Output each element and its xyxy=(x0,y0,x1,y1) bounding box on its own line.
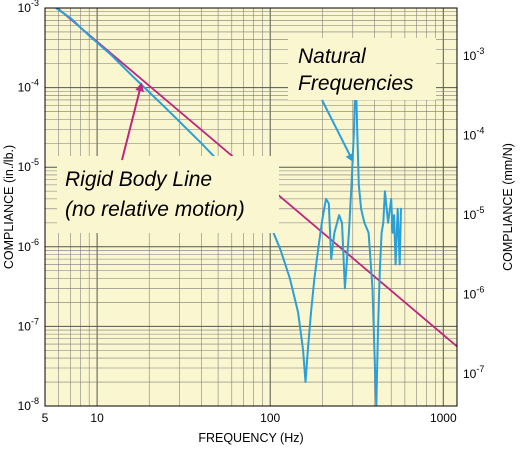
annotation-text: (no relative motion) xyxy=(65,198,245,221)
left-tick-label: 10-4 xyxy=(18,78,39,95)
plot-frame xyxy=(44,7,458,407)
annotation-text: Rigid Body Line xyxy=(65,168,212,191)
annotation-text: Frequencies xyxy=(298,72,414,95)
x-axis-title: FREQUENCY (Hz) xyxy=(198,431,303,445)
left-tick-label: 10-5 xyxy=(18,157,39,174)
annotation-arrow xyxy=(321,99,354,163)
right-tick-label: 10-5 xyxy=(463,205,484,222)
x-tick-label: 5 xyxy=(42,411,49,425)
x-tick-label: 100 xyxy=(260,411,280,425)
x-tick-label: 10 xyxy=(90,411,104,425)
annotations: Rigid Body Line (no relative motion) Natur… xyxy=(57,38,436,233)
left-tick-label: 10-6 xyxy=(18,237,39,254)
left-tick-label: 10-8 xyxy=(18,396,39,413)
x-tick-label: 1000 xyxy=(430,411,457,425)
tick-labels: 5 10 100 1000 10-3 10-4 10-5 10-6 10-7 10-8 10-3 10… xyxy=(18,0,485,425)
y-axis-title-right: COMPLIANCE (mm/N) xyxy=(501,143,515,271)
y-axis-title-left: COMPLIANCE (in./lb.) xyxy=(2,145,16,269)
left-tick-label: 10-3 xyxy=(18,0,39,15)
right-tick-label: 10-3 xyxy=(463,46,484,63)
left-tick-label: 10-7 xyxy=(18,316,39,333)
annotation-text: Natural xyxy=(298,45,367,68)
right-tick-label: 10-6 xyxy=(463,285,484,302)
annotation-arrow xyxy=(121,82,144,161)
right-tick-label: 10-4 xyxy=(463,125,484,142)
annotation-box xyxy=(57,156,279,233)
annotation-box xyxy=(288,38,436,100)
right-tick-label: 10-7 xyxy=(463,364,484,381)
